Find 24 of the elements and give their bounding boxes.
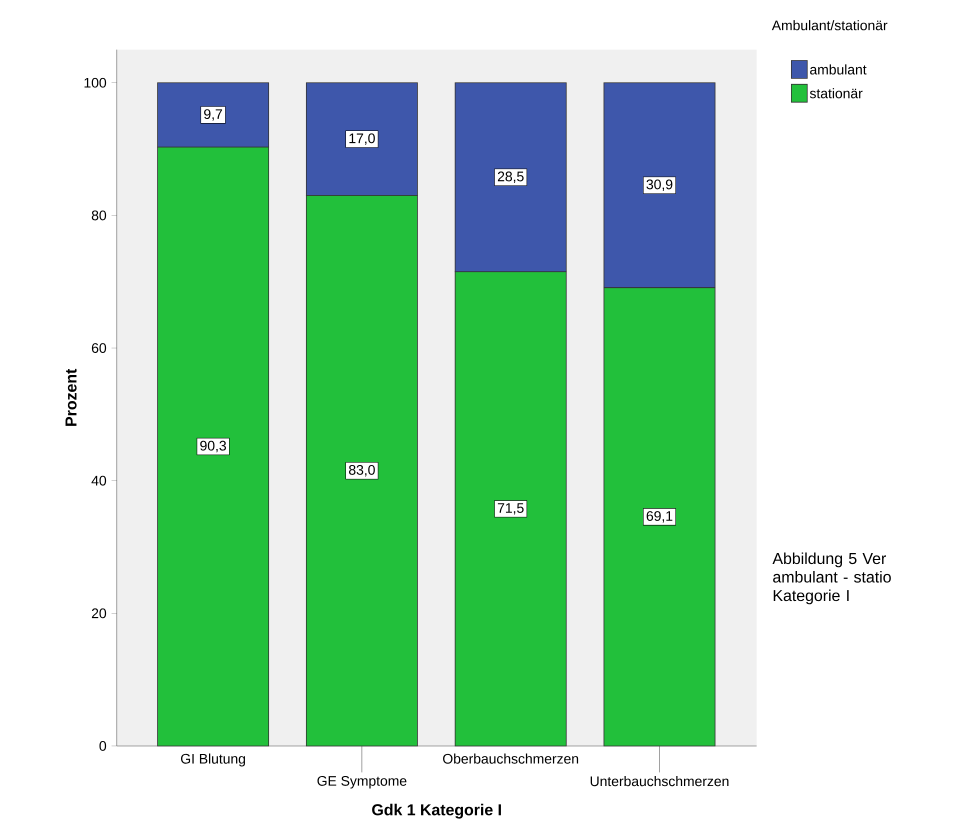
x-tick-label: GI Blutung [181,753,246,766]
y-tick-label: 60 [92,343,106,353]
data-label: 90,3 [200,440,226,452]
data-label: 83,0 [348,464,375,476]
x-axis-title: Gdk 1 Kategorie I [372,804,501,818]
legend-label: stationär [810,88,863,98]
data-label: 30,9 [646,179,672,191]
y-axis-title: Prozent [66,368,77,426]
data-label: 28,5 [498,171,524,183]
x-tick-label: Oberbauchschmerzen [443,753,578,764]
y-tick-label: 100 [84,78,106,88]
legend-label: ambulant [810,64,867,74]
data-label: 17,0 [349,133,375,145]
x-tick-label: Unterbauchschmerzen [590,776,728,786]
data-label: 71,5 [498,503,524,514]
y-tick-label: 80 [92,210,106,220]
y-tick-label: 20 [92,608,106,618]
data-label: 9,7 [204,109,222,121]
x-tick-label: GE Symptome [317,776,406,788]
y-tick-label: 40 [92,476,106,486]
y-tick-label: 0 [99,740,106,751]
text: Abbildung 5 Ver ambulant - statio Kategorie I [772,552,891,604]
legend-title: Ambulant/stationär [772,20,888,30]
data-label: 69,1 [646,510,672,522]
